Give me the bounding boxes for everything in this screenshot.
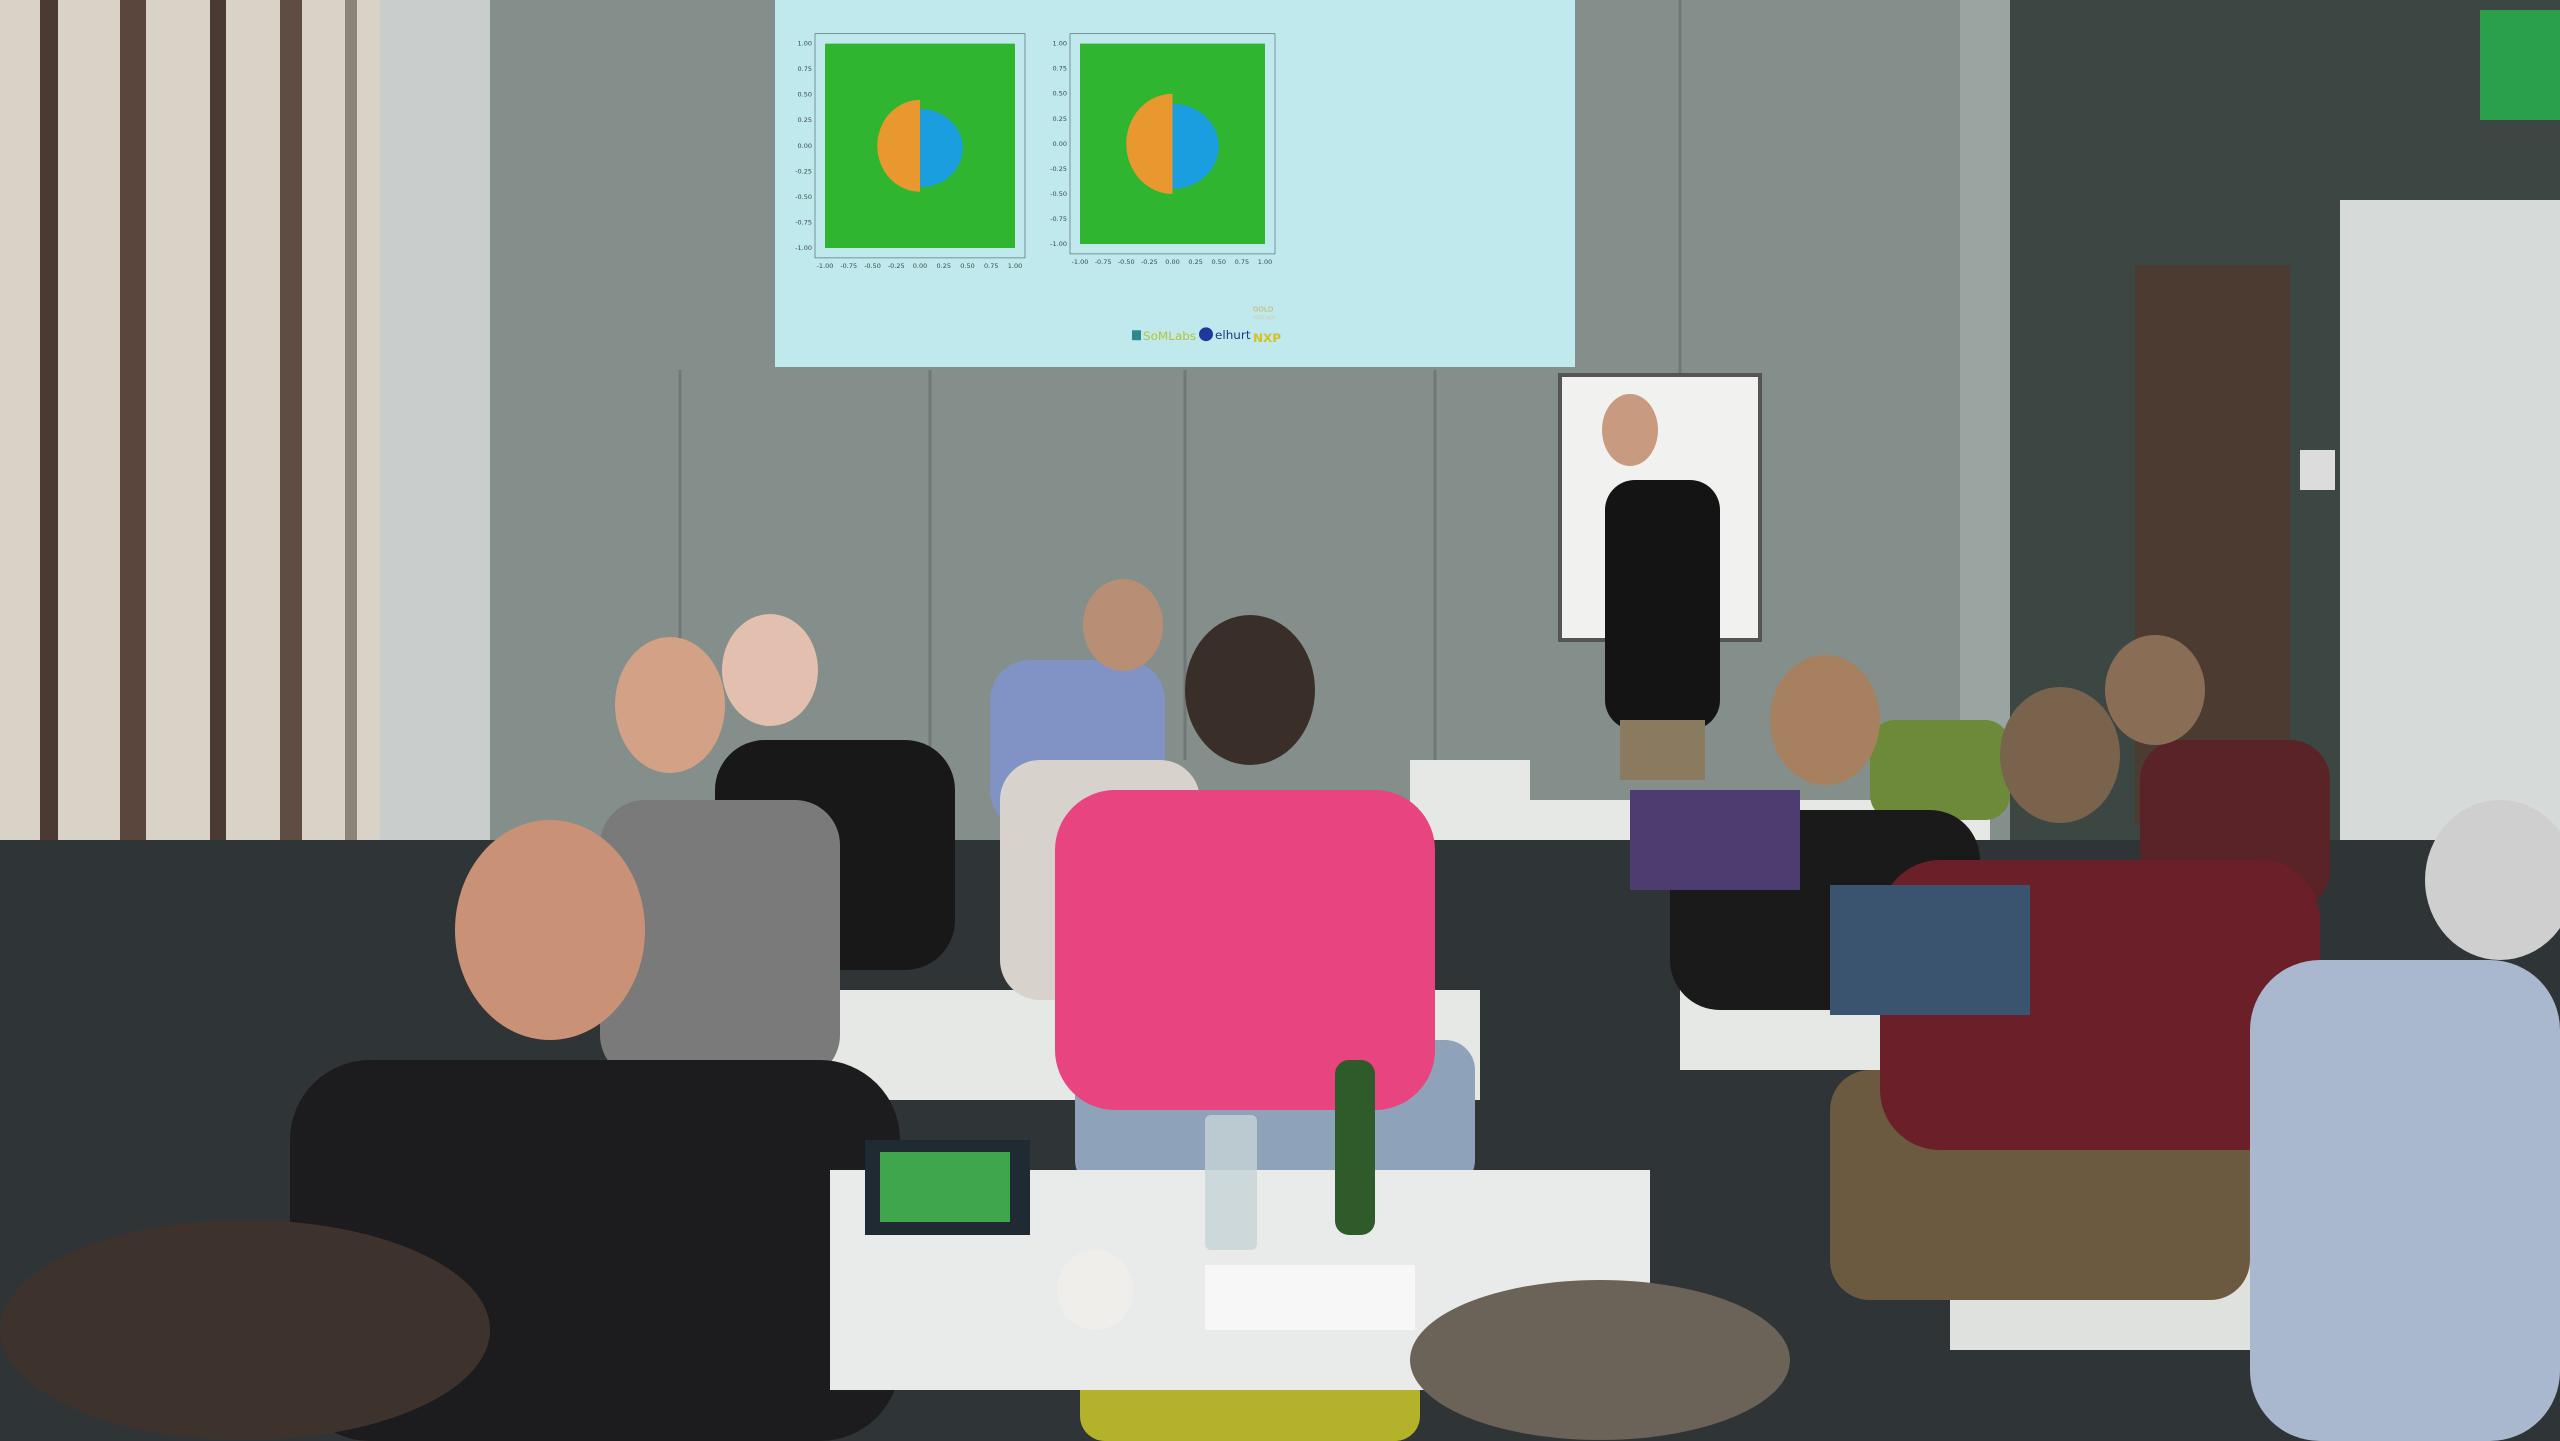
x-tick-label: 0.50 xyxy=(1212,258,1226,266)
attendee-pink-shirt xyxy=(1055,615,1435,1110)
gold-badge: GOLD xyxy=(1253,305,1273,313)
y-tick-label: -0.25 xyxy=(1050,165,1067,173)
head-foreground-center xyxy=(1410,1280,1790,1440)
y-tick-label: 0.25 xyxy=(798,116,812,124)
screen-display xyxy=(880,1152,1010,1222)
paper xyxy=(1205,1265,1415,1330)
plot-frame xyxy=(814,33,1026,259)
class-region-left xyxy=(877,99,920,192)
x-tick-label: 0.25 xyxy=(937,262,951,270)
light-switch xyxy=(2300,450,2335,490)
y-tick-label: -1.00 xyxy=(1050,240,1067,248)
class-region-left xyxy=(1126,93,1173,194)
y-tick-label: -0.50 xyxy=(795,193,812,201)
scatter-plot-1: -1.00 -0.75 -0.50 -0.25 0.00 0.25 0.50 0.75 1.00… xyxy=(795,33,1026,270)
elhurt-logo-icon xyxy=(1199,327,1213,342)
x-tick-label: 0.00 xyxy=(1165,258,1179,266)
x-tick-label: -1.00 xyxy=(1072,258,1089,266)
class-region-right xyxy=(1172,103,1219,189)
somlabs-logo: SoMLabs xyxy=(1143,329,1196,343)
nxp-logo: NXP xyxy=(1253,331,1281,345)
x-tick-label: -0.75 xyxy=(840,262,857,270)
class-region-right xyxy=(920,109,963,188)
x-tick-label: 0.50 xyxy=(960,262,974,270)
x-tick-label: 0.25 xyxy=(1188,258,1202,266)
y-tick-label: 0.25 xyxy=(1053,115,1067,123)
x-tick-label: 1.00 xyxy=(1258,258,1272,266)
y-tick-label: -0.50 xyxy=(1050,190,1067,198)
y-tick-label: 0.75 xyxy=(798,65,812,73)
x-tick-label: -0.25 xyxy=(1141,258,1158,266)
plot-frame xyxy=(1069,33,1276,255)
y-tick-label: 0.50 xyxy=(1053,90,1067,98)
glass xyxy=(1205,1115,1257,1250)
door-frame xyxy=(2340,200,2560,900)
partner-badge: PARTNER xyxy=(1253,315,1276,321)
elhurt-logo: elhurt xyxy=(1215,328,1251,342)
somlabs-logo-icon xyxy=(1132,330,1141,341)
x-tick-label: -0.25 xyxy=(888,262,905,270)
bottle xyxy=(1335,1060,1375,1235)
y-tick-label: -0.25 xyxy=(795,167,812,175)
x-tick-label: 0.00 xyxy=(913,262,927,270)
y-tick-label: 0.75 xyxy=(1053,65,1067,73)
laptop xyxy=(1630,790,1800,890)
x-tick-label: 1.00 xyxy=(1008,262,1022,270)
head-foreground-left xyxy=(0,1220,490,1440)
y-tick-label: 0.00 xyxy=(798,142,812,150)
attendee-front-right xyxy=(2250,800,2560,1441)
laptop xyxy=(1830,885,2030,1015)
y-tick-label: 1.00 xyxy=(1053,40,1067,48)
chair xyxy=(1870,720,2010,820)
presenter xyxy=(1602,394,1720,780)
y-tick-label: -0.75 xyxy=(1050,215,1067,223)
y-tick-label: 1.00 xyxy=(798,40,812,48)
exit-sign xyxy=(2480,10,2560,120)
scatter-plot-2: -1.00 -0.75 -0.50 -0.25 0.00 0.25 0.50 0.75 1.00… xyxy=(1050,33,1276,266)
y-tick-label: -0.75 xyxy=(795,218,812,226)
cup xyxy=(1057,1250,1133,1330)
x-tick-label: 0.75 xyxy=(1235,258,1249,266)
attendee-checkered-shirt xyxy=(600,637,840,1080)
y-tick-label: 0.50 xyxy=(798,91,812,99)
sponsor-logos: SoMLabs elhurt GOLD PARTNER NXP xyxy=(1132,305,1281,345)
projected-slide: -1.00 -0.75 -0.50 -0.25 0.00 0.25 0.50 0.75 1.00… xyxy=(775,0,1575,367)
x-tick-label: -0.75 xyxy=(1095,258,1112,266)
x-tick-label: -0.50 xyxy=(1118,258,1135,266)
x-tick-label: 0.75 xyxy=(984,262,998,270)
y-tick-label: 0.00 xyxy=(1053,140,1067,148)
x-tick-label: -0.50 xyxy=(864,262,881,270)
x-tick-label: -1.00 xyxy=(817,262,834,270)
y-tick-label: -1.00 xyxy=(795,244,812,252)
